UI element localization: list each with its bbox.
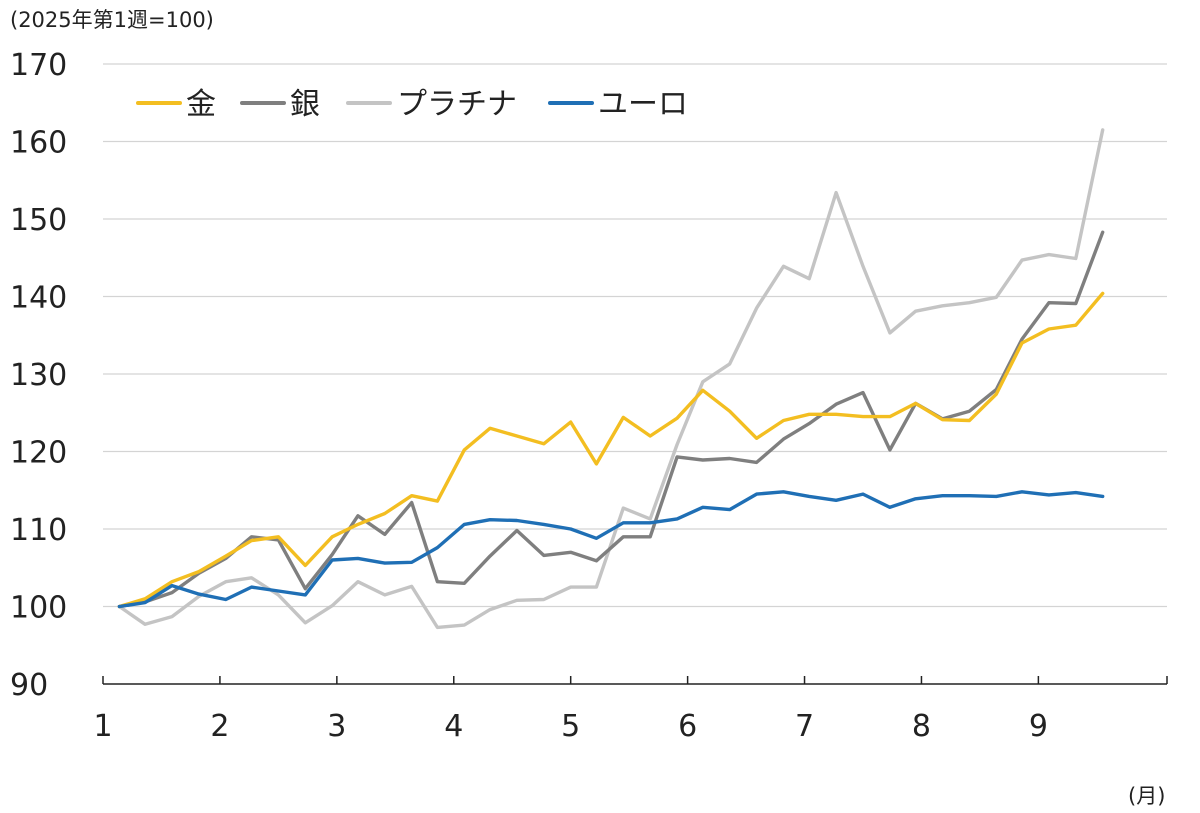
x-tick-label: 4: [444, 709, 463, 744]
x-tick-label: 7: [795, 709, 814, 744]
y-tick-label: 150: [10, 203, 67, 238]
y-tick-label: 100: [10, 591, 67, 626]
y-tick-label: 120: [10, 436, 67, 471]
y-tick-label: 160: [10, 126, 67, 161]
x-tick-label: 8: [912, 709, 931, 744]
axes: 90 100 110 120 130 140 150 160 170 1 2 3 4 5 6 7 8 9: [10, 48, 1168, 744]
series-lines: [117, 128, 1105, 630]
x-tick-label: 1: [93, 709, 112, 744]
series-line-3: [117, 490, 1105, 609]
y-unit-label: (2025年第1週=100): [10, 8, 214, 32]
grid-lines: [103, 63, 1167, 608]
x-tick-label: 5: [561, 709, 580, 744]
legend-label-2: プラチナ: [397, 87, 517, 122]
x-tick-label: 3: [327, 709, 346, 744]
x-tick-label: 2: [210, 709, 229, 744]
legend-label-0: 金: [186, 87, 216, 122]
series-line-0: [117, 291, 1105, 609]
y-tick-label: 90: [10, 668, 48, 703]
y-tick-label: 130: [10, 358, 67, 393]
series-line-2: [117, 128, 1105, 630]
x-tick-label: 9: [1029, 709, 1048, 744]
y-tick-label: 140: [10, 281, 67, 316]
legend-label-1: 銀: [290, 87, 320, 122]
x-unit-label: (月): [1128, 784, 1166, 808]
legend: 金 銀 プラチナ ユーロ: [136, 87, 688, 122]
y-tick-label: 170: [10, 48, 67, 83]
y-tick-label: 110: [10, 513, 67, 548]
legend-label-3: ユーロ: [598, 87, 688, 122]
x-tick-label: 6: [678, 709, 697, 744]
